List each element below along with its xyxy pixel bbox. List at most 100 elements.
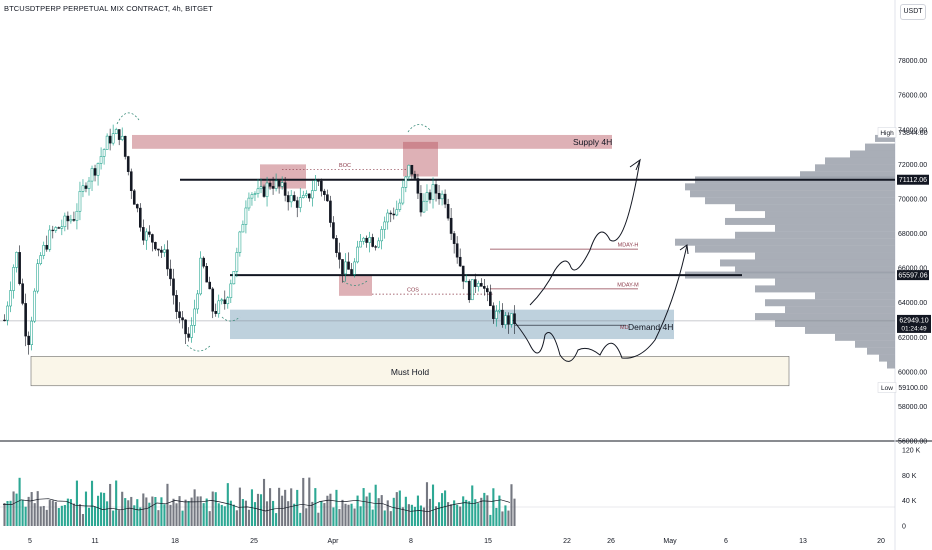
volume-bar <box>229 500 232 526</box>
volume-bar <box>483 492 486 526</box>
volume-bar <box>407 504 410 526</box>
candle-body <box>33 290 36 322</box>
candle-body <box>262 186 266 197</box>
candle-body <box>353 261 356 275</box>
annotation-label: COS <box>407 288 419 294</box>
volume-tick-label: 80 K <box>902 473 917 480</box>
volume-bar <box>350 503 353 526</box>
candle-body <box>489 291 492 307</box>
candle-body <box>57 227 61 229</box>
candle-body <box>434 184 438 194</box>
volume-bar <box>507 510 510 526</box>
volume-bar <box>447 502 450 526</box>
volume-bar <box>24 506 27 526</box>
low-value-label: 59100.00 <box>898 385 927 392</box>
candle-body <box>338 252 341 260</box>
candle-body <box>36 263 40 292</box>
volume-bar <box>272 500 275 526</box>
volume-bar <box>69 499 72 526</box>
volume-bar <box>489 514 492 526</box>
volume-bar <box>145 497 148 526</box>
volume-bar <box>428 498 432 526</box>
candle-body <box>368 237 371 243</box>
x-tick-label: 26 <box>607 538 615 545</box>
volume-bar <box>30 492 33 526</box>
volume-bar <box>459 506 462 526</box>
volume-bar <box>205 498 208 526</box>
volume-bar <box>380 495 383 526</box>
candle-body <box>483 286 486 289</box>
x-tick-label: Apr <box>328 538 340 545</box>
candle-body <box>108 135 112 144</box>
y-tick-label: 72000.00 <box>898 162 927 169</box>
swing-marker <box>407 124 431 133</box>
volume-bar <box>253 502 257 526</box>
candle-body <box>507 315 510 325</box>
symbol-title: BTCUSDTPERP PERPETUAL MIX CONTRACT, 4h, … <box>4 4 213 13</box>
volume-bar <box>127 500 130 526</box>
candle-body <box>431 184 435 200</box>
volume-bar <box>166 483 169 526</box>
candle-body <box>72 219 76 221</box>
volume-bar <box>81 514 85 526</box>
volume-bar <box>462 496 465 526</box>
key-level-label: 65597.06 <box>898 273 927 280</box>
candle-body <box>395 209 399 216</box>
candle-body <box>386 212 390 223</box>
low-tag-label: Low <box>881 385 893 392</box>
candle-body <box>217 300 221 314</box>
volume-profile-bar <box>775 278 895 286</box>
candle-body <box>238 231 242 253</box>
volume-bar <box>148 502 151 526</box>
candle-body <box>105 135 109 150</box>
candle-body <box>298 197 302 208</box>
volume-bar <box>413 506 416 526</box>
y-tick-label: 62000.00 <box>898 335 927 342</box>
volume-profile-bar <box>850 150 895 158</box>
volume-bar <box>45 509 48 526</box>
candle-body <box>54 227 58 231</box>
volume-bar <box>48 500 51 526</box>
candle-body <box>380 229 384 242</box>
candle-body <box>63 215 67 227</box>
projection-path-up <box>529 159 641 306</box>
candle-body <box>458 256 462 267</box>
candle-body <box>280 182 284 187</box>
volume-bar <box>106 501 109 526</box>
candle-body <box>274 180 278 189</box>
candle-body <box>15 252 18 268</box>
volume-bar <box>172 498 175 526</box>
candle-body <box>265 182 269 197</box>
volume-bar <box>317 512 320 526</box>
volume-bar <box>262 478 266 526</box>
volume-bar <box>124 498 127 526</box>
volume-bar <box>181 510 184 526</box>
candle-body <box>78 191 82 212</box>
key-level-badge <box>897 174 929 185</box>
candle-body <box>498 309 501 312</box>
volume-bar <box>332 507 335 526</box>
volume-bar <box>160 497 163 526</box>
candle-body <box>6 305 9 321</box>
volume-bar <box>362 488 365 526</box>
volume-profile-bar <box>690 190 895 198</box>
candle-body <box>289 195 293 203</box>
volume-bar <box>401 507 404 526</box>
currency-button[interactable]: USDT <box>900 4 926 20</box>
candle-body <box>138 207 142 228</box>
zone-label-must-hold: Must Hold <box>391 367 430 377</box>
candle-body <box>449 217 453 234</box>
volume-bar <box>353 508 356 526</box>
y-tick-label: 78000.00 <box>898 58 927 65</box>
candle-body <box>344 261 347 275</box>
candle-body <box>114 129 118 134</box>
candle-body <box>392 213 396 216</box>
y-tick-label: 58000.00 <box>898 404 927 411</box>
candle-body <box>151 234 154 243</box>
volume-bar <box>341 499 344 526</box>
volume-bar <box>151 496 154 526</box>
candle-body <box>501 309 504 325</box>
volume-bar <box>235 510 238 526</box>
candle-body <box>335 238 338 253</box>
